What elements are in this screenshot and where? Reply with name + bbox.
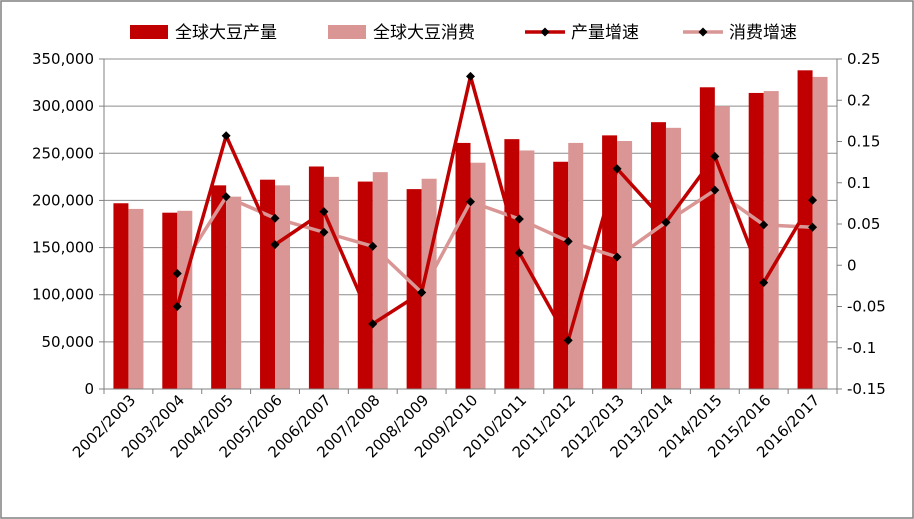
point-production-growth: [319, 207, 329, 217]
point-consumption-growth: [270, 213, 280, 223]
bar-production: [455, 142, 471, 389]
bar-production: [308, 166, 324, 389]
point-production-growth: [563, 335, 573, 345]
left-tick-label: 150,000: [32, 239, 94, 257]
point-production-growth: [710, 151, 720, 161]
point-production-growth: [759, 278, 769, 288]
point-consumption-growth: [563, 236, 573, 246]
bar-production: [602, 135, 618, 389]
point-production-growth: [172, 302, 182, 311]
bar-production: [504, 139, 520, 389]
legend-consumption-growth-label: 消费增速: [729, 23, 797, 43]
bar-production: [699, 87, 715, 390]
legend-production-growth-marker: [540, 27, 550, 37]
bar-production: [553, 161, 569, 389]
left-tick-label: 350,000: [32, 50, 94, 68]
bar-consumption: [714, 106, 730, 390]
point-consumption-growth: [710, 185, 720, 195]
left-tick-label: 100,000: [32, 286, 94, 304]
bar-consumption: [617, 141, 633, 389]
bar-production: [113, 203, 129, 389]
point-consumption-growth: [759, 220, 769, 230]
bar-consumption: [470, 162, 486, 389]
right-tick-label: -0.15: [847, 380, 886, 398]
left-tick-label: 300,000: [32, 97, 94, 115]
left-tick-label: 50,000: [42, 333, 95, 351]
bar-consumption: [568, 142, 584, 389]
point-production-growth: [466, 71, 475, 81]
point-production-growth: [368, 319, 378, 329]
legend-consumption-swatch: [328, 25, 366, 39]
point-consumption-growth: [368, 241, 378, 251]
right-tick-label: 0.25: [847, 50, 880, 68]
point-consumption-growth: [172, 269, 182, 278]
right-tick-label: 0.2: [847, 91, 871, 109]
bar-consumption: [665, 127, 681, 389]
legend-production-label: 全球大豆产量: [175, 23, 277, 43]
legend: 全球大豆产量 全球大豆消费 产量增速 消费增速: [130, 23, 797, 43]
bar-consumption: [421, 178, 437, 389]
right-tick-label: 0.15: [847, 133, 880, 151]
legend-consumption-label: 全球大豆消费: [373, 23, 475, 43]
legend-consumption-growth-marker: [698, 27, 708, 37]
point-production-growth: [808, 195, 818, 205]
right-tick-label: 0: [847, 256, 857, 274]
point-consumption-growth: [221, 192, 231, 202]
point-production-growth: [270, 240, 280, 250]
bar-production: [406, 189, 422, 389]
lines: [172, 71, 818, 345]
bar-consumption: [763, 91, 779, 390]
right-tick-label: 0.05: [847, 215, 880, 233]
left-tick-label: 200,000: [32, 191, 94, 209]
legend-production-growth-label: 产量增速: [571, 23, 639, 43]
right-tick-label: -0.05: [847, 298, 886, 316]
bar-consumption: [323, 176, 339, 389]
right-tick-label: -0.1: [847, 339, 876, 357]
point-consumption-growth: [612, 252, 622, 262]
bar-consumption: [372, 172, 388, 389]
right-tick-label: 0.1: [847, 174, 871, 192]
bar-production: [650, 122, 666, 390]
point-consumption-growth: [319, 227, 329, 237]
point-consumption-growth: [466, 197, 475, 207]
left-tick-label: 250,000: [32, 144, 94, 162]
point-consumption-growth: [808, 222, 818, 232]
point-production-growth: [661, 217, 671, 227]
point-production-growth: [221, 131, 231, 141]
bar-consumption: [128, 208, 144, 389]
bar-production: [797, 70, 813, 390]
point-consumption-growth: [514, 214, 524, 224]
bar-production: [211, 185, 227, 389]
bar-production: [162, 212, 178, 389]
bar-consumption: [275, 185, 291, 389]
bar-consumption: [812, 76, 828, 390]
point-production-growth: [417, 287, 427, 297]
point-production-growth: [612, 164, 622, 174]
bar-production: [748, 92, 764, 389]
bar-consumption: [226, 196, 242, 389]
bar-production: [357, 181, 373, 389]
line-production-growth: [175, 74, 815, 343]
line-consumption-growth: [175, 188, 813, 295]
legend-production-swatch: [130, 25, 168, 39]
point-production-growth: [514, 248, 524, 258]
left-tick-label: 0: [84, 380, 94, 398]
